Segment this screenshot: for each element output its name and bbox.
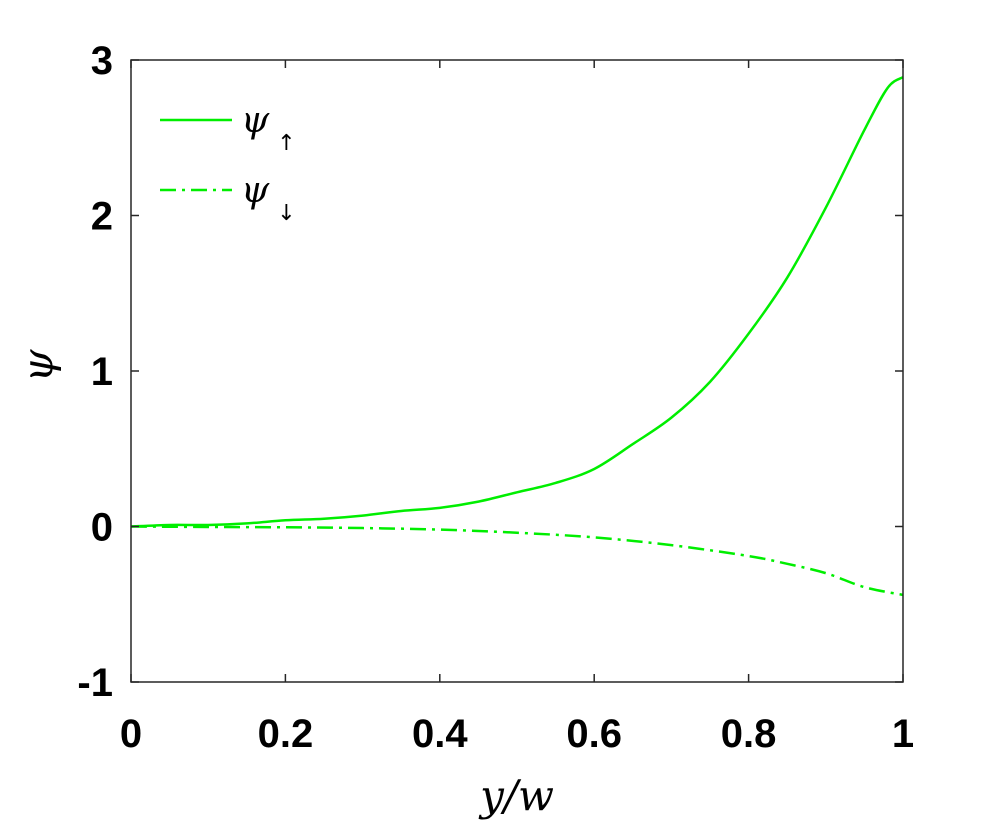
x-tick-label: 0.8 xyxy=(721,712,777,756)
series-line-psi-down xyxy=(130,525,904,597)
y-tick-label: 3 xyxy=(91,39,113,83)
x-tick-label: 0.4 xyxy=(412,712,468,756)
legend-label: ψ↓ xyxy=(241,170,296,226)
x-tick-label: 0.6 xyxy=(566,712,622,756)
legend-label: ψ↑ xyxy=(241,100,296,156)
y-tick-label: 0 xyxy=(91,506,113,550)
y-tick-label: -1 xyxy=(77,661,113,705)
x-tick-label: 1 xyxy=(892,712,914,756)
x-tick-label: 0.2 xyxy=(258,712,314,756)
legend: ψ↑ ψ↓ xyxy=(160,100,296,226)
x-tick-label: 0 xyxy=(120,712,142,756)
y-axis-label: ψ xyxy=(13,348,62,382)
series-line-psi-up xyxy=(130,76,904,528)
series-layer xyxy=(130,76,904,597)
y-tick-label: 1 xyxy=(91,350,113,394)
plot-area xyxy=(131,60,903,682)
x-axis-label: y/w xyxy=(478,771,554,820)
y-tick-label: 2 xyxy=(91,195,113,239)
